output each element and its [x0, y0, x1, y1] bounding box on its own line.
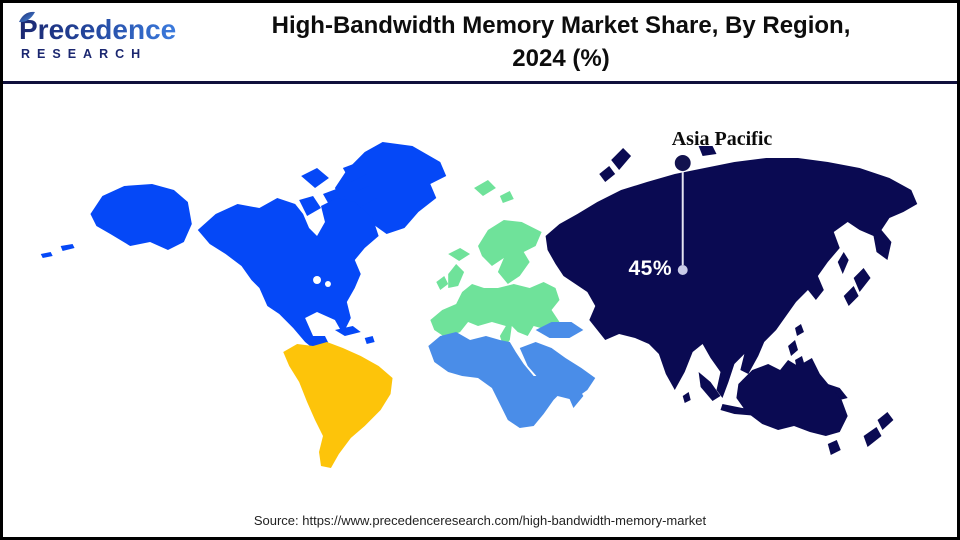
brand-name: Precedence	[19, 11, 179, 45]
region-middle-east-africa	[428, 322, 596, 428]
leaf-icon	[19, 11, 35, 23]
callout-marker	[677, 265, 688, 275]
brand-name-text: Precedence	[19, 14, 177, 45]
callout-share-value: 45%	[628, 257, 672, 280]
source-text: Source: https://www.precedenceresearch.c…	[253, 513, 707, 528]
header: Precedence RESEARCH High-Bandwidth Memor…	[3, 3, 957, 81]
brand-logo: Precedence RESEARCH	[19, 11, 179, 61]
region-south-america	[283, 342, 393, 468]
callout-region-label: Asia Pacific	[671, 128, 773, 150]
region-asia-pacific	[545, 146, 918, 455]
world-map-svg	[40, 142, 918, 468]
page-title-line1: High-Bandwidth Memory Market Share, By R…	[271, 12, 851, 39]
region-europe	[430, 180, 560, 348]
brand-subtitle: RESEARCH	[21, 47, 148, 61]
callout-dot	[674, 155, 691, 171]
page-title: High-Bandwidth Memory Market Share, By R…	[173, 9, 949, 75]
header-divider	[3, 81, 957, 84]
region-north-america	[40, 142, 447, 368]
world-map	[3, 84, 957, 498]
page-title-line2: 2024 (%)	[512, 45, 610, 72]
